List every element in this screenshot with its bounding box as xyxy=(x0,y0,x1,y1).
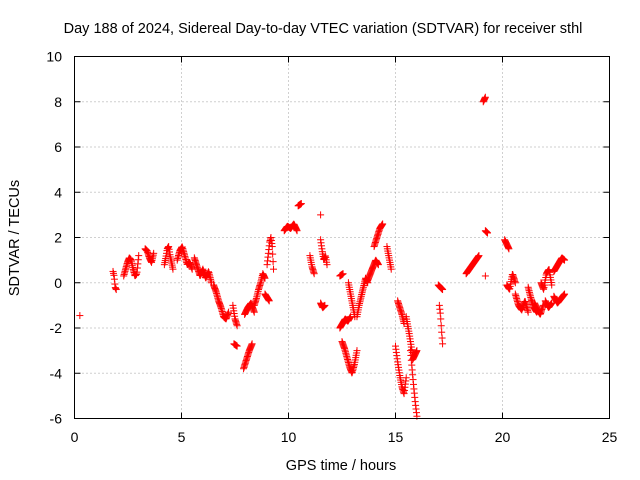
data-point xyxy=(561,290,569,298)
data-point xyxy=(261,274,269,282)
axis-ticks xyxy=(74,56,610,419)
data-point xyxy=(317,211,325,219)
chart-title: Day 188 of 2024, Sidereal Day-to-day VTE… xyxy=(64,21,583,37)
data-point xyxy=(437,315,445,323)
x-tick-label: 15 xyxy=(388,429,404,445)
data-point xyxy=(402,374,410,382)
data-point xyxy=(524,308,532,316)
y-tick-label: -2 xyxy=(50,320,63,336)
data-point xyxy=(135,252,143,260)
y-tick-label: 2 xyxy=(54,230,62,246)
data-point xyxy=(323,261,331,269)
data-points xyxy=(76,93,569,420)
data-point xyxy=(374,261,382,269)
data-point xyxy=(169,265,177,273)
data-point xyxy=(112,286,120,294)
data-point xyxy=(270,265,278,273)
data-point xyxy=(150,249,158,257)
x-tick-labels: 0 5 10 15 20 25 xyxy=(71,429,618,445)
data-point xyxy=(269,250,277,258)
data-point xyxy=(437,322,445,330)
y-axis-label: SDTVAR / TECUs xyxy=(7,180,23,296)
y-tick-label: -6 xyxy=(50,411,63,427)
y-tick-label: 6 xyxy=(54,139,62,155)
grid-lines xyxy=(74,56,610,419)
data-point xyxy=(475,252,483,260)
data-point xyxy=(269,258,277,266)
data-point xyxy=(548,281,556,289)
data-point xyxy=(484,229,492,237)
data-point xyxy=(293,227,301,235)
x-tick-label: 20 xyxy=(495,429,511,445)
data-point xyxy=(561,256,569,264)
data-point xyxy=(511,279,519,287)
x-tick-label: 0 xyxy=(71,429,79,445)
data-point xyxy=(268,243,276,251)
y-tick-labels: -6 -4 -2 0 2 4 6 8 10 xyxy=(46,49,62,427)
data-point xyxy=(353,347,361,355)
y-tick-label: 0 xyxy=(54,275,62,291)
data-point xyxy=(250,308,258,316)
x-tick-label: 10 xyxy=(281,429,297,445)
data-point xyxy=(505,245,513,253)
y-tick-label: 10 xyxy=(46,49,62,65)
data-point xyxy=(439,286,447,294)
x-tick-label: 25 xyxy=(602,429,618,445)
data-point xyxy=(379,220,387,228)
data-point xyxy=(387,265,395,273)
data-point xyxy=(310,270,318,278)
x-tick-label: 5 xyxy=(178,429,186,445)
y-tick-label: 4 xyxy=(54,184,62,200)
data-point xyxy=(339,270,347,278)
data-point xyxy=(76,312,84,320)
data-point xyxy=(233,322,241,330)
data-point xyxy=(413,347,421,355)
data-point xyxy=(265,297,273,305)
data-point xyxy=(233,342,241,350)
y-tick-label: -4 xyxy=(50,365,63,381)
data-point xyxy=(248,340,256,348)
y-tick-label: 8 xyxy=(54,94,62,110)
data-point xyxy=(321,301,329,309)
data-point xyxy=(439,340,447,348)
data-point xyxy=(297,200,305,208)
data-point xyxy=(225,308,233,316)
x-axis-label: GPS time / hours xyxy=(286,458,396,474)
data-point xyxy=(481,93,489,101)
data-point xyxy=(481,272,489,280)
